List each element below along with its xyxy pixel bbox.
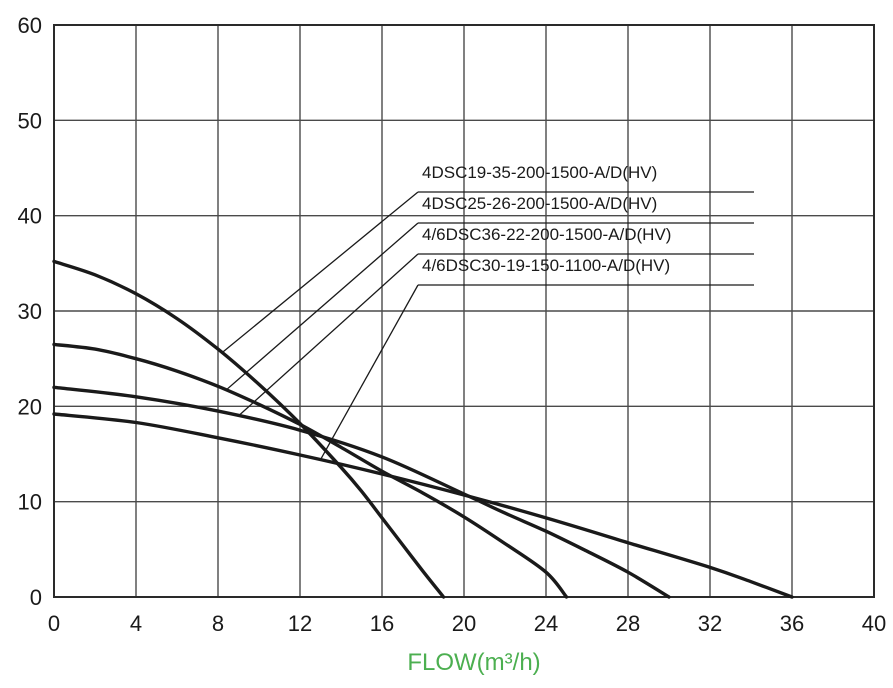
x-tick-label: 24 — [534, 611, 558, 636]
legend-entry: 4/6DSC36-22-200-1500-A/D(HV) — [422, 225, 671, 244]
grid — [53, 24, 875, 598]
series-line — [52, 412, 794, 599]
y-tick-label: 10 — [18, 490, 42, 515]
series-line — [52, 385, 671, 599]
y-tick-label: 50 — [18, 108, 42, 133]
y-tick-label: 0 — [30, 585, 42, 610]
series-line — [52, 342, 569, 599]
series-line — [52, 259, 446, 599]
y-tick-label: 30 — [18, 299, 42, 324]
x-tick-label: 0 — [48, 611, 60, 636]
legend-entry: 4DSC19-35-200-1500-A/D(HV) — [422, 163, 657, 182]
x-tick-labels: 0 4 8 12 16 20 24 28 32 36 40 — [48, 611, 886, 636]
legend-entry: 4DSC25-26-200-1500-A/D(HV) — [422, 194, 657, 213]
x-tick-label: 8 — [212, 611, 224, 636]
legend-leader-line — [319, 284, 419, 461]
plot-frame — [53, 24, 875, 598]
x-tick-label: 4 — [130, 611, 142, 636]
legend-leader-line — [238, 253, 419, 417]
legend: 4DSC19-35-200-1500-A/D(HV) 4DSC25-26-200-… — [418, 163, 754, 286]
y-tick-labels: 0 10 20 30 40 50 60 — [18, 13, 42, 610]
x-tick-label: 20 — [452, 611, 476, 636]
legend-entry: 4/6DSC30-19-150-1100-A/D(HV) — [422, 256, 670, 275]
x-tick-label: 16 — [370, 611, 394, 636]
x-tick-label: 40 — [862, 611, 886, 636]
x-axis-label: FLOW(m³/h) — [407, 649, 540, 676]
x-tick-label: 36 — [780, 611, 804, 636]
x-tick-label: 12 — [288, 611, 312, 636]
legend-leader-line — [225, 222, 419, 391]
y-tick-label: 40 — [18, 204, 42, 229]
y-tick-label: 60 — [18, 13, 42, 38]
curves — [52, 259, 794, 599]
y-tick-label: 20 — [18, 394, 42, 419]
x-tick-label: 28 — [616, 611, 640, 636]
legend-leaders — [221, 191, 419, 461]
x-tick-label: 32 — [698, 611, 722, 636]
legend-leader-line — [221, 191, 419, 354]
